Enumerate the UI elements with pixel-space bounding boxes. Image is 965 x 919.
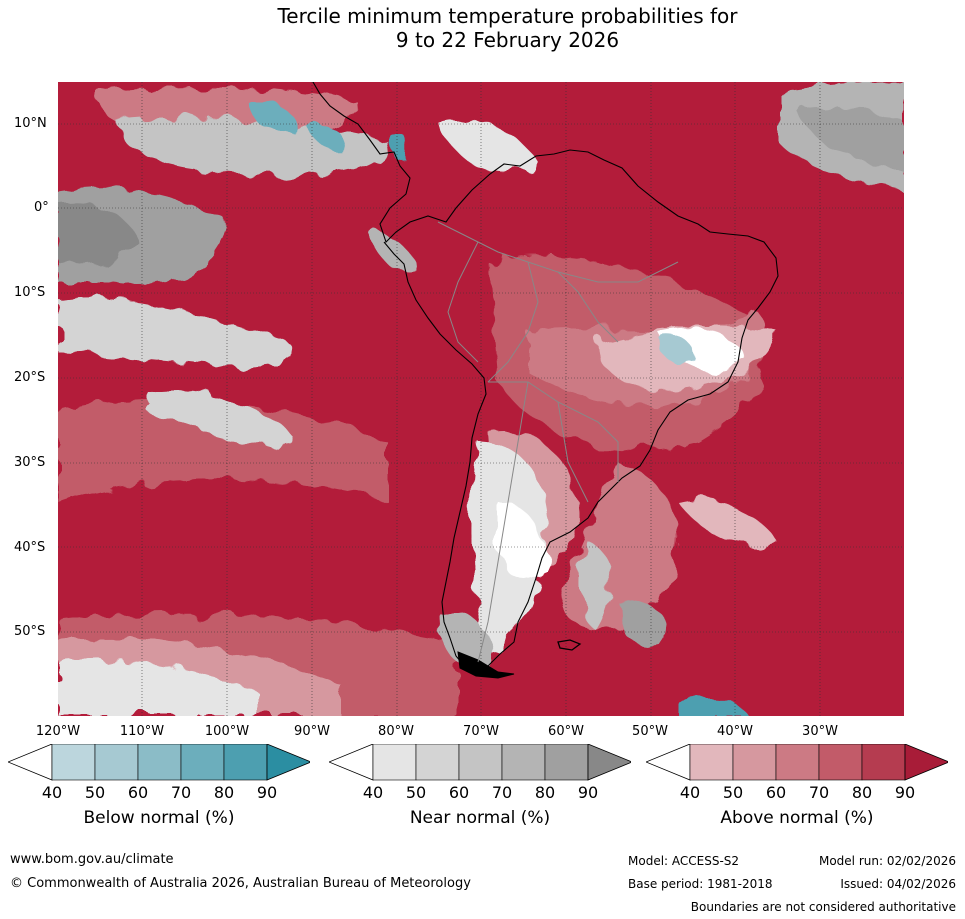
colorbar-tick-label: 60 [448, 783, 470, 802]
colorbar-segment [501, 744, 546, 781]
coastline-falklands [557, 639, 582, 651]
colorbar-tick-label: 50 [84, 783, 106, 802]
region-near-60 [581, 542, 612, 632]
colorbar-extend-high [266, 744, 310, 781]
footer-model-run: Model run: 02/02/2026 [818, 854, 956, 868]
footer-copyright: © Commonwealth of Australia 2026, Austra… [10, 876, 471, 891]
region-above-70 [58, 399, 388, 502]
colorbar-tick-label: 80 [213, 783, 235, 802]
colorbar-extend-low [8, 744, 53, 781]
region-near-40 [58, 659, 258, 716]
lat-label: 40°S [14, 540, 46, 555]
footer-model: Model: ACCESS-S2 [628, 854, 740, 868]
colorbar-tick-label: 50 [405, 783, 427, 802]
colorbar-tick-label: 40 [362, 783, 384, 802]
region-near-80 [618, 602, 671, 646]
colorbar-segment [180, 744, 225, 781]
lon-label: 60°W [548, 724, 584, 739]
colorbar-segment [94, 744, 139, 781]
region-near-50 [58, 299, 293, 366]
colorbar-segment [732, 744, 777, 781]
region-below-70 [248, 101, 294, 134]
colorbar-title-near: Near normal (%) [409, 808, 551, 828]
lat-label: 10°S [14, 285, 46, 300]
colorbar-tick-label: 70 [808, 783, 830, 802]
lon-label: 40°W [717, 724, 753, 739]
colorbar-tick-label: 90 [577, 783, 599, 802]
colorbar-tick-label: 50 [722, 783, 744, 802]
lon-label: 110°W [119, 724, 165, 739]
lon-label: 80°W [378, 724, 414, 739]
region-below-80 [678, 696, 748, 716]
colorbar-tick-label: 90 [894, 783, 916, 802]
map-svg [58, 82, 904, 716]
colorbar-near-normal [329, 744, 631, 781]
colorbar-title-above: Above normal (%) [720, 808, 874, 828]
colorbar-extend-low [646, 744, 691, 781]
lat-label: 10°N [14, 116, 47, 131]
footer-base-period: Base period: 1981-2018 [628, 877, 773, 891]
probability-map [58, 82, 904, 716]
region-near-50 [148, 390, 298, 445]
region-below-80 [388, 131, 410, 163]
lat-label: 50°S [14, 624, 46, 639]
lat-label: 0° [34, 200, 49, 215]
colorbar-above-normal [646, 744, 948, 781]
coastline-tierra-del-fuego [457, 651, 515, 679]
colorbar-tick-label: 40 [679, 783, 701, 802]
lon-label: 50°W [632, 724, 668, 739]
region-white [498, 502, 548, 583]
footer-disclaimer: Boundaries are not considered authoritat… [690, 900, 956, 914]
colorbar-tick-label: 70 [491, 783, 513, 802]
region-below-70 [308, 125, 344, 149]
country-borders [437, 221, 679, 663]
colorbar-segment [415, 744, 460, 781]
footer-url[interactable]: www.bom.gov.au/climate [10, 852, 174, 867]
lon-label: 90°W [294, 724, 330, 739]
region-above-40 [678, 499, 778, 546]
colorbar-extend-high [587, 744, 631, 781]
colorbar-title-below: Below normal (%) [83, 808, 235, 828]
colorbar-tick-label: 80 [534, 783, 556, 802]
colorbar-segment [818, 744, 863, 781]
colorbar-tick-label: 60 [127, 783, 149, 802]
lat-label: 30°S [14, 455, 46, 470]
region-near-70 [438, 610, 491, 672]
graticule [58, 82, 904, 716]
region-below-50 [658, 335, 694, 364]
colorbar-segment [137, 744, 182, 781]
lon-label: 100°W [204, 724, 250, 739]
title-line-2: 9 to 22 February 2026 [395, 28, 620, 52]
colorbar-tick-label: 80 [851, 783, 873, 802]
colorbar-tick-label: 90 [256, 783, 278, 802]
colorbar-below-normal [8, 744, 310, 781]
colorbar-segment [861, 744, 906, 781]
probability-contours [58, 82, 904, 716]
colorbar-tick-label: 60 [765, 783, 787, 802]
colorbar-segment [458, 744, 503, 781]
colorbar-extend-high [904, 744, 948, 781]
lon-label: 70°W [463, 724, 499, 739]
colorbar-segment [372, 744, 417, 781]
coastline-south-america [312, 82, 779, 675]
colorbar-segment [689, 744, 734, 781]
lon-label: 120°W [35, 724, 81, 739]
colorbar-tick-label: 70 [170, 783, 192, 802]
colorbar-tick-label: 40 [41, 783, 63, 802]
lon-label: 30°W [802, 724, 838, 739]
map-title: Tercile minimum temperature probabilitie… [0, 4, 965, 52]
colorbar-extend-low [329, 744, 374, 781]
colorbar-segment [544, 744, 589, 781]
lat-label: 20°S [14, 370, 46, 385]
colorbar-segment [51, 744, 96, 781]
region-near-90 [58, 205, 138, 264]
colorbar-segment [223, 744, 268, 781]
colorbar-segment [775, 744, 820, 781]
title-line-1: Tercile minimum temperature probabilitie… [277, 4, 738, 28]
footer-issued: Issued: 04/02/2026 [840, 877, 956, 891]
region-near-40 [438, 119, 538, 172]
